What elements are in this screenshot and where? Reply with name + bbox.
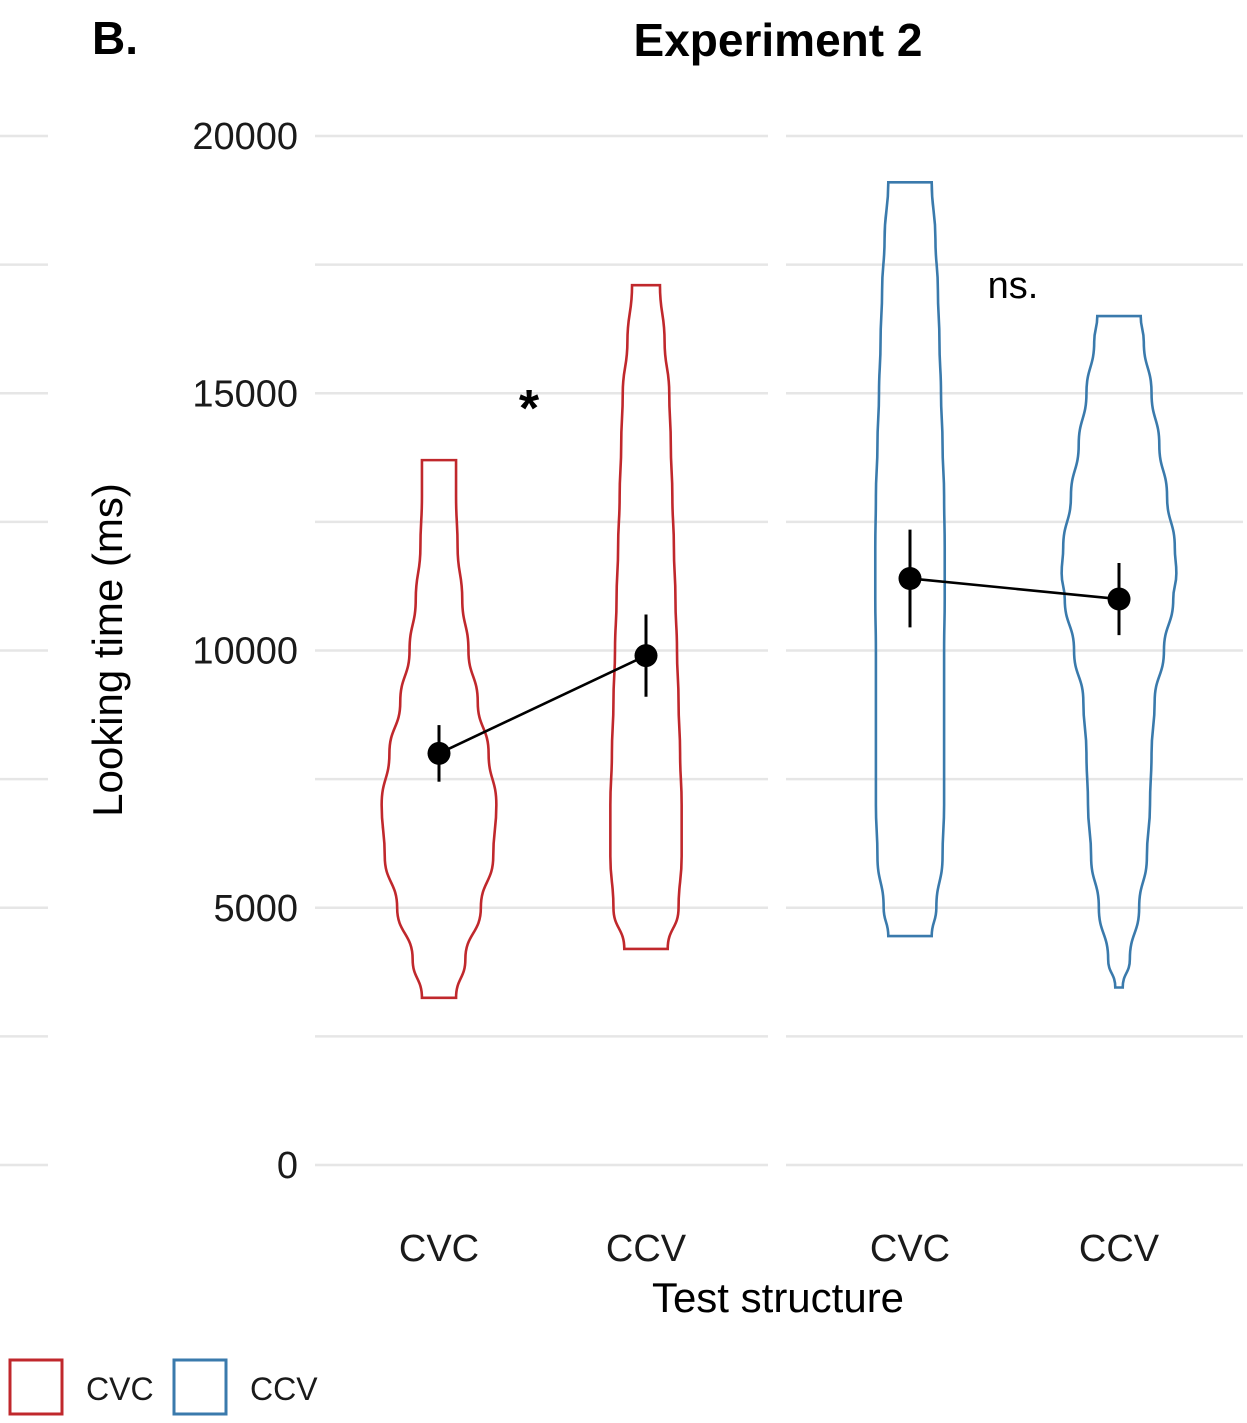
violin-1-ccv [609, 283, 683, 951]
y-tick-label: 5000 [213, 888, 298, 930]
mean-point [898, 566, 922, 590]
violin-1-cvc [380, 458, 498, 1000]
legend: CVC CCV [8, 1358, 318, 1416]
means-connector [438, 654, 647, 755]
significance-annotation: * [519, 380, 540, 438]
x-tick-label: CVC [870, 1228, 950, 1270]
legend-label-cvc: CVC [86, 1371, 154, 1407]
violin-2-ccv [1060, 314, 1178, 989]
means-and-error-bars [427, 529, 1131, 782]
grid-lines [0, 134, 1243, 1167]
legend-label-ccv: CCV [250, 1371, 318, 1407]
violins [380, 181, 1178, 1000]
significance-annotation: ns. [988, 265, 1039, 307]
y-tick-label: 10000 [192, 631, 298, 673]
x-axis-ticks: CVC CCV CVC CCV [399, 1228, 1160, 1270]
means-connector [909, 577, 1120, 601]
y-tick-label: 20000 [192, 116, 298, 158]
chart-title: Experiment 2 [634, 14, 923, 66]
legend-key-cvc [8, 1358, 64, 1416]
y-axis-ticks: 0 5000 10000 15000 20000 [192, 116, 298, 1187]
y-tick-label: 0 [277, 1145, 298, 1187]
legend-key-ccv [172, 1358, 228, 1416]
mean-point [427, 741, 451, 765]
violin-2-cvc [873, 181, 947, 938]
x-axis-title: Test structure [652, 1274, 904, 1321]
x-tick-label: CCV [1079, 1228, 1160, 1270]
x-tick-label: CVC [399, 1228, 479, 1270]
x-tick-label: CCV [606, 1228, 687, 1270]
y-axis-title: Looking time (ms) [84, 483, 131, 817]
mean-point [634, 644, 658, 668]
annotations: * ns. [519, 265, 1038, 438]
panel-label: B. [92, 12, 138, 64]
mean-point [1107, 587, 1131, 611]
y-tick-label: 15000 [192, 373, 298, 415]
